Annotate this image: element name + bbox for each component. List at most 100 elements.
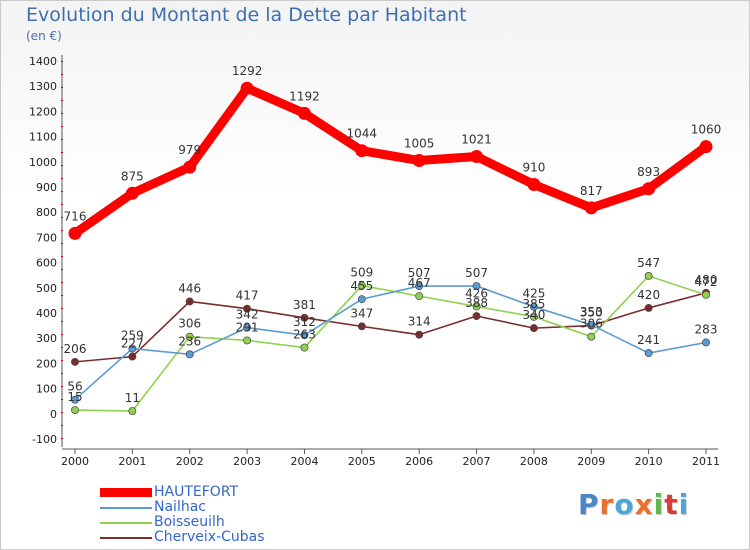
data-point xyxy=(587,320,596,329)
y-tick-label: 700 xyxy=(36,231,57,244)
data-label: 1292 xyxy=(232,64,263,78)
data-point xyxy=(472,312,481,320)
y-tick-label: -100 xyxy=(32,433,57,446)
y-tick-label: 1100 xyxy=(29,131,57,144)
data-point xyxy=(415,282,424,290)
data-label: 1192 xyxy=(289,89,320,103)
data-point xyxy=(644,272,653,280)
legend-swatch xyxy=(100,488,152,497)
data-point xyxy=(702,338,710,347)
x-tick-label: 2011 xyxy=(692,455,720,468)
y-tick-label: 1000 xyxy=(29,156,57,169)
data-point xyxy=(297,106,311,120)
data-label: 509 xyxy=(350,266,373,280)
data-label: 467 xyxy=(408,276,431,290)
legend-item: HAUTEFORT xyxy=(100,485,238,500)
data-label: 426 xyxy=(465,286,488,300)
data-point xyxy=(185,332,194,341)
x-tick-label: 2010 xyxy=(635,455,663,468)
data-label: 547 xyxy=(637,256,660,270)
y-tick-label: 1400 xyxy=(29,55,57,68)
data-label: 291 xyxy=(236,320,259,334)
data-label: 314 xyxy=(408,315,431,329)
data-point xyxy=(644,304,653,312)
data-point xyxy=(357,295,366,304)
data-point xyxy=(702,290,710,299)
data-point xyxy=(300,331,309,340)
data-point xyxy=(128,344,137,353)
data-point xyxy=(584,201,598,215)
data-point xyxy=(415,292,424,301)
y-tick-label: 1200 xyxy=(29,105,57,118)
y-tick-label: 300 xyxy=(36,332,57,345)
x-tick-label: 2004 xyxy=(290,455,318,468)
y-tick-label: 0 xyxy=(50,408,57,421)
data-label: 455 xyxy=(350,279,373,293)
x-tick-label: 2003 xyxy=(233,455,261,468)
data-label: 480 xyxy=(695,273,718,287)
x-tick-label: 2005 xyxy=(348,455,376,468)
data-label: 11 xyxy=(125,391,140,405)
data-label: 259 xyxy=(121,329,144,343)
x-tick-label: 2001 xyxy=(118,455,146,468)
data-label: 388 xyxy=(465,296,488,310)
legend-item: Nailhac xyxy=(100,500,206,515)
y-tick-label: 800 xyxy=(36,206,57,219)
data-label: 1005 xyxy=(404,137,435,151)
legend-swatch xyxy=(100,521,152,524)
data-label: 446 xyxy=(178,281,201,295)
data-label: 350 xyxy=(580,306,603,320)
data-label: 507 xyxy=(408,266,431,280)
legend-label: HAUTEFORT xyxy=(154,484,239,500)
legend-label: Nailhac xyxy=(154,499,206,515)
data-label: 385 xyxy=(522,297,545,311)
x-tick-label: 2009 xyxy=(577,455,605,468)
data-label: 263 xyxy=(293,328,316,342)
data-point xyxy=(529,312,538,321)
chart-axes: -100 0 100 200 300 400 500 600 700 800 900 1000 1100… xyxy=(29,55,720,468)
data-point xyxy=(357,281,366,290)
data-point xyxy=(699,140,713,154)
data-point xyxy=(243,304,252,313)
legend-item: Cherveix-Cubas xyxy=(100,530,265,545)
data-point xyxy=(243,336,252,345)
y-tick-label: 500 xyxy=(36,282,57,295)
data-label: 875 xyxy=(121,169,144,183)
data-label: 306 xyxy=(178,317,201,331)
series-line xyxy=(74,275,707,412)
data-label: 206 xyxy=(64,342,87,356)
series-line xyxy=(74,292,707,363)
x-tick-label: 2006 xyxy=(405,455,433,468)
data-point xyxy=(300,313,309,322)
data-label: 353 xyxy=(580,305,603,319)
data-point xyxy=(644,349,653,358)
data-label: 56 xyxy=(67,380,82,394)
data-point xyxy=(71,357,79,366)
proxiti-logo: Proxiti xyxy=(578,488,690,521)
chart-data-labels: 716 875 979 1292 1192 1044 1005 1021 910 817 893 10… xyxy=(64,64,722,405)
y-tick-label: 100 xyxy=(36,383,57,396)
data-label: 420 xyxy=(637,288,660,302)
data-label: 1021 xyxy=(461,133,492,147)
data-label: 716 xyxy=(64,209,87,223)
data-label: 1044 xyxy=(347,127,378,141)
data-label: 979 xyxy=(178,143,201,157)
data-point xyxy=(183,160,197,174)
data-label: 347 xyxy=(350,306,373,320)
data-point xyxy=(355,144,369,158)
data-point xyxy=(587,332,596,341)
data-label: 472 xyxy=(695,275,718,289)
data-point xyxy=(68,226,82,240)
data-label: 417 xyxy=(236,289,259,303)
data-point xyxy=(415,330,424,339)
data-point xyxy=(240,81,254,95)
data-point xyxy=(529,324,538,333)
data-label: 227 xyxy=(121,337,144,351)
data-label: 306 xyxy=(580,317,603,331)
data-point xyxy=(128,352,137,361)
data-point xyxy=(472,302,481,311)
data-point xyxy=(470,150,484,164)
data-label: 425 xyxy=(522,287,545,301)
